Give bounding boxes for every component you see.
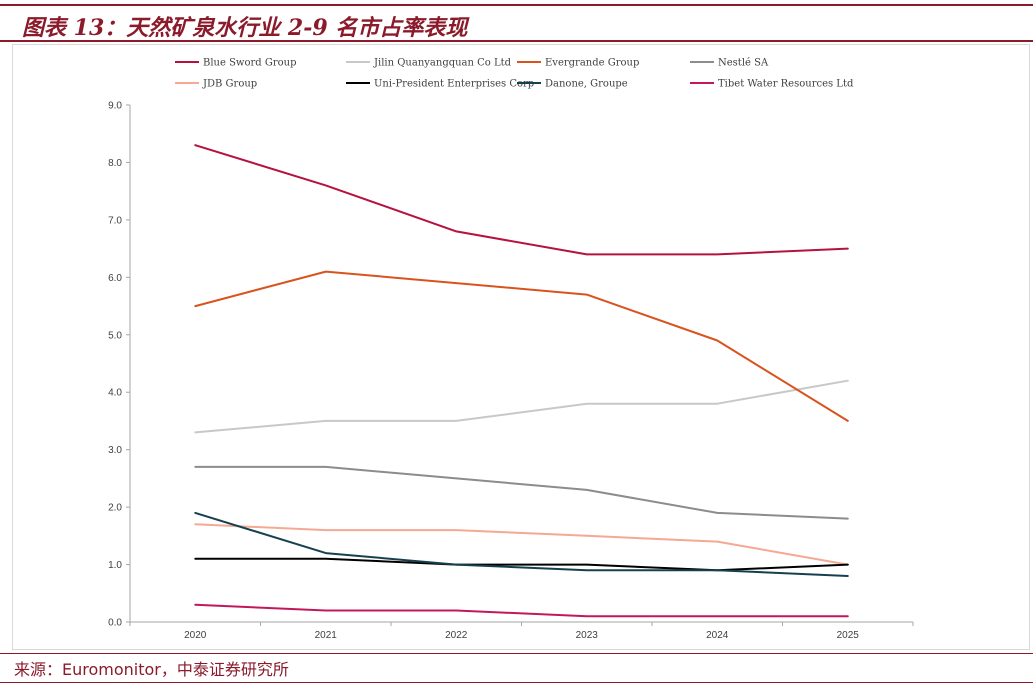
series-line [194,379,849,434]
y-tick-label: 1.0 [108,560,122,571]
series-line [194,270,849,422]
top-rule [0,4,1033,6]
y-tick-label: 4.0 [108,388,122,399]
series-line [194,144,849,256]
x-tick-label: 2023 [576,630,599,641]
y-tick-label: 0.0 [108,618,122,629]
x-tick-label: 2021 [315,630,338,641]
y-tick-label: 2.0 [108,503,122,514]
x-tick-label: 2024 [706,630,729,641]
x-tick-label: 2020 [184,630,207,641]
y-tick-label: 5.0 [108,330,122,341]
chart-title: 图表 13：天然矿泉水行业 2-9 名市占率表现 [22,15,468,41]
source-note: 来源：Euromonitor，中泰证券研究所 [14,660,289,679]
series-line [194,603,849,618]
series-line [194,557,849,572]
series-line [194,511,849,577]
y-tick-label: 3.0 [108,445,122,456]
legend-label: Uni-President Enterprises Corp [374,79,534,90]
bottom-rule [0,682,1033,683]
axes: 0.0 1.0 2.0 3.0 4.0 5.0 6.0 7.0 8.0 9.0 2020 2021 20… [108,101,914,641]
legend-label: Danone, Groupe [545,79,628,90]
x-tick-label: 2025 [837,630,860,641]
chart-frame [12,44,1030,650]
legend-label: Jilin Quanyangquan Co Ltd [373,58,512,69]
series-lines [194,144,849,618]
series-line [194,465,849,520]
legend: Blue Sword Group Jilin Quanyangquan Co Lt… [175,58,854,90]
legend-label: Nestlé SA [718,58,769,69]
legend-label: Tibet Water Resources Ltd [718,79,854,90]
y-tick-label: 6.0 [108,273,122,284]
y-tick-label: 7.0 [108,215,122,226]
y-tick-label: 9.0 [108,101,122,112]
y-tick-label: 8.0 [108,158,122,169]
title-rule [0,40,1033,42]
legend-label: Evergrande Group [545,58,639,69]
footer-rule [0,653,1033,654]
x-tick-label: 2022 [445,630,468,641]
series-line [194,523,849,566]
legend-label: JDB Group [202,79,257,90]
legend-label: Blue Sword Group [203,58,297,69]
